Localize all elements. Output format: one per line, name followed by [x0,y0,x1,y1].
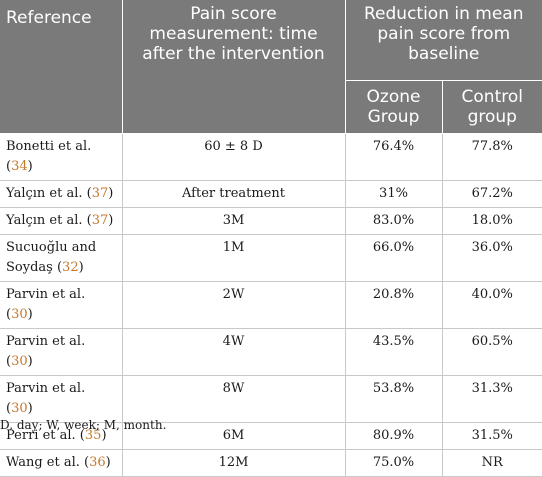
header-reference: Reference [0,0,123,134]
control-cell: 36.0% [441,234,542,282]
citation-link[interactable]: 30 [11,401,28,416]
time-cell: 4W [121,328,346,376]
ozone-cell: 75.0% [344,449,443,477]
control-cell: 67.2% [441,180,542,208]
citation-link[interactable]: 37 [91,213,109,228]
ozone-cell: 43.5% [344,328,443,376]
time-cell: After treatment [121,180,346,208]
citation-link[interactable]: 34 [11,159,28,174]
table-row: Parvin et al. (30) 8W 53.8% 31.3% [0,375,542,423]
control-cell: 77.8% [441,133,542,181]
citation-link[interactable]: 37 [91,186,109,201]
citation-link[interactable]: 32 [62,260,79,275]
control-cell: 18.0% [441,207,542,235]
table-row: Parvin et al. (30) 2W 20.8% 40.0% [0,281,542,329]
ozone-cell: 53.8% [344,375,443,423]
control-cell: 60.5% [441,328,542,376]
ozone-cell: 31% [344,180,443,208]
reference-cell: Yalçın et al. (37) [0,207,123,235]
control-cell: NR [441,449,542,477]
reference-cell: Sucuoğlu and Soydaş (32) [0,234,123,282]
reference-name: Wang et al. [6,455,80,470]
ozone-cell: 20.8% [344,281,443,329]
reference-name: Parvin et al. [6,334,86,349]
header-control-group: Control group [441,80,542,134]
reference-name: Yalçın et al. [6,186,83,201]
time-cell: 1M [121,234,346,282]
time-cell: 60 ± 8 D [121,133,346,181]
table-row: Yalçın et al. (37) 3M 83.0% 18.0% [0,207,542,235]
reference-cell: Yalçın et al. (37) [0,180,123,208]
header-ozone-group: Ozone Group [345,80,443,134]
header-reduction: Reduction in mean pain score from baseli… [344,0,542,81]
table-row: Parvin et al. (30) 4W 43.5% 60.5% [0,328,542,376]
ozone-cell: 66.0% [344,234,443,282]
ozone-cell: 83.0% [344,207,443,235]
citation-link[interactable]: 30 [11,354,28,369]
control-cell: 31.5% [441,422,542,450]
reference-name: Bonetti et al. [6,139,92,154]
time-cell: 8W [121,375,346,423]
citation-link[interactable]: 36 [89,455,106,470]
table-footnote: D, day; W, week; M, month. [0,418,167,432]
header-time: Pain score measurement: time after the i… [121,0,346,134]
table-row: Bonetti et al. (34) 60 ± 8 D 76.4% 77.8% [0,133,542,181]
reference-cell: Parvin et al. (30) [0,328,123,376]
reference-name: Parvin et al. [6,287,86,302]
reference-name: Yalçın et al. [6,213,83,228]
table-row: Yalçın et al. (37) After treatment 31% 6… [0,180,542,208]
citation-link[interactable]: 30 [11,307,28,322]
reference-name: Sucuoğlu and Soydaş [6,240,97,275]
reference-cell: Bonetti et al. (34) [0,133,123,181]
time-cell: 12M [121,449,346,477]
time-cell: 3M [121,207,346,235]
table-row: Wang et al. (36) 12M 75.0% NR [0,449,542,477]
ozone-cell: 80.9% [344,422,443,450]
ozone-cell: 76.4% [344,133,443,181]
control-cell: 31.3% [441,375,542,423]
reference-cell: Wang et al. (36) [0,449,123,477]
time-cell: 2W [121,281,346,329]
reference-cell: Parvin et al. (30) [0,281,123,329]
control-cell: 40.0% [441,281,542,329]
reference-cell: Parvin et al. (30) [0,375,123,423]
table-row: Sucuoğlu and Soydaş (32) 1M 66.0% 36.0% [0,234,542,282]
reference-name: Parvin et al. [6,381,86,396]
